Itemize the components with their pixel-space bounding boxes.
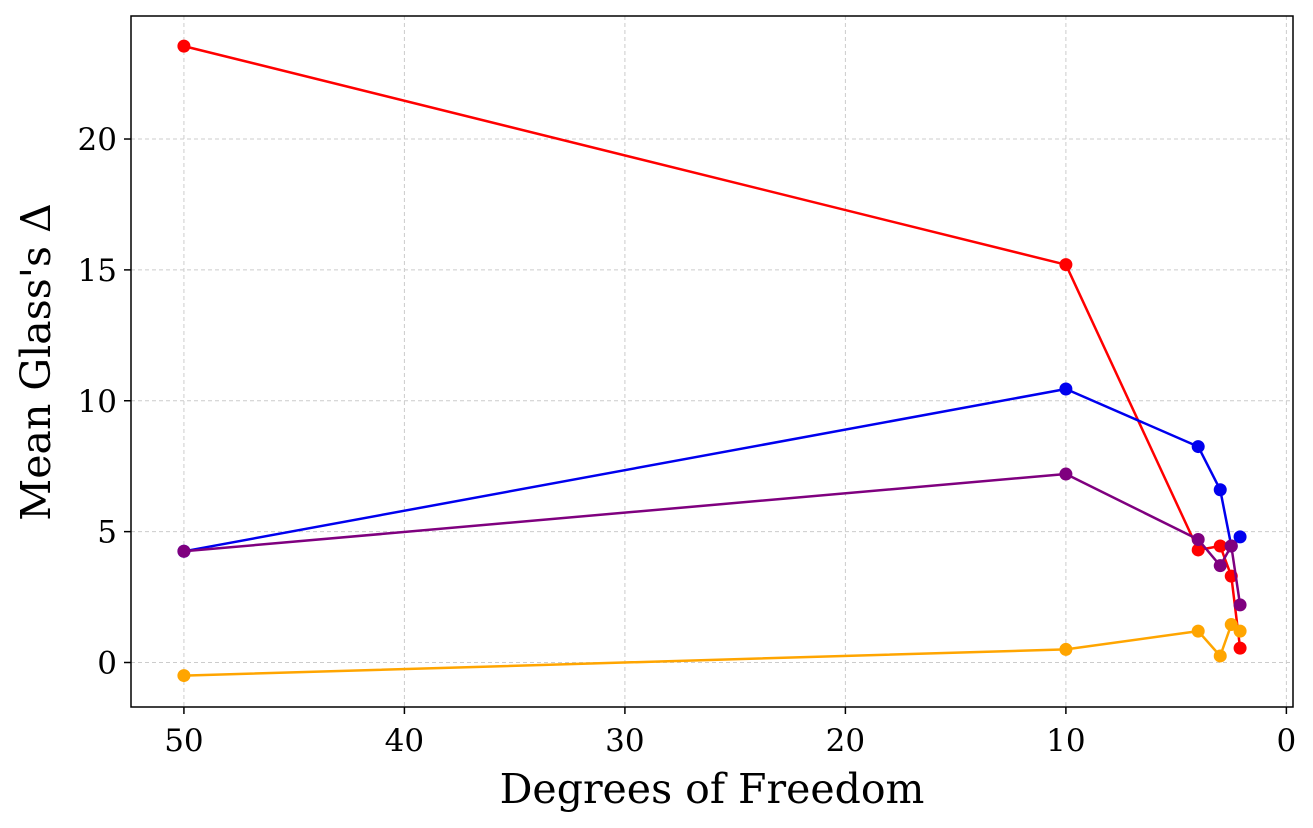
y-tick-label: 10 bbox=[78, 384, 117, 420]
data-point bbox=[1233, 641, 1247, 655]
y-tick-label: 15 bbox=[78, 253, 117, 289]
series-line bbox=[183, 623, 1241, 677]
data-point bbox=[177, 39, 191, 53]
data-point bbox=[1213, 483, 1227, 497]
plot-frame bbox=[130, 15, 1294, 708]
y-axis-ticks: 0 5 10 15 20 bbox=[78, 122, 131, 682]
series-line bbox=[183, 387, 1241, 553]
series-line bbox=[183, 472, 1242, 606]
data-point bbox=[1059, 642, 1073, 656]
x-tick-label: 10 bbox=[1046, 723, 1085, 759]
data-point bbox=[1213, 539, 1227, 553]
series-4 bbox=[177, 618, 1247, 683]
x-tick-label: 30 bbox=[605, 723, 644, 759]
x-axis-ticks: 50 40 30 20 10 0 bbox=[164, 707, 1296, 759]
data-point bbox=[1233, 530, 1247, 544]
data-point bbox=[1224, 539, 1238, 553]
y-tick-label: 5 bbox=[97, 515, 117, 551]
data-point bbox=[1059, 382, 1073, 396]
x-tick-label: 50 bbox=[164, 723, 203, 759]
grid bbox=[131, 16, 1293, 707]
series-3 bbox=[177, 467, 1247, 612]
series-layer bbox=[177, 39, 1247, 683]
data-point bbox=[177, 544, 191, 558]
data-point bbox=[1059, 467, 1073, 481]
y-tick-label: 0 bbox=[97, 646, 117, 682]
data-point bbox=[1191, 440, 1205, 454]
data-point bbox=[1191, 532, 1205, 546]
y-tick-label: 20 bbox=[78, 122, 117, 158]
x-tick-label: 40 bbox=[385, 723, 424, 759]
x-axis-label: Degrees of Freedom bbox=[500, 765, 925, 813]
x-tick-label: 20 bbox=[826, 723, 865, 759]
y-axis-label: Mean Glass's Δ bbox=[12, 203, 60, 520]
series-line bbox=[183, 44, 1242, 649]
data-point bbox=[1213, 649, 1227, 663]
data-point bbox=[1233, 624, 1247, 638]
data-point bbox=[1191, 624, 1205, 638]
x-tick-label: 0 bbox=[1277, 723, 1297, 759]
series-1 bbox=[177, 39, 1247, 655]
data-point bbox=[177, 669, 191, 683]
data-point bbox=[1191, 543, 1205, 557]
data-point bbox=[1059, 258, 1073, 272]
data-point bbox=[1233, 598, 1247, 612]
data-point bbox=[1213, 559, 1227, 573]
